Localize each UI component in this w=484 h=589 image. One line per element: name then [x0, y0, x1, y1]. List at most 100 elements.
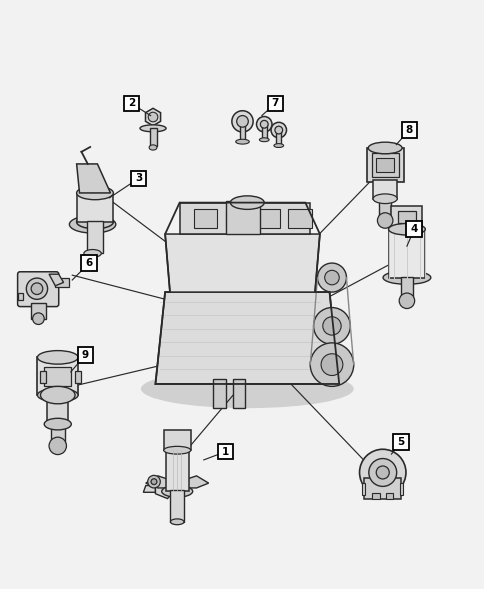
Bar — [400, 277, 412, 301]
Bar — [366, 148, 403, 182]
FancyBboxPatch shape — [393, 434, 408, 450]
Ellipse shape — [149, 145, 157, 150]
Circle shape — [320, 354, 342, 376]
Ellipse shape — [69, 216, 116, 233]
Bar — [288, 209, 311, 229]
Text: 4: 4 — [409, 224, 417, 234]
Circle shape — [377, 213, 392, 229]
Bar — [179, 203, 310, 234]
FancyBboxPatch shape — [123, 96, 139, 111]
Bar — [213, 379, 225, 408]
Ellipse shape — [230, 196, 264, 209]
Circle shape — [322, 317, 340, 335]
FancyBboxPatch shape — [401, 123, 416, 138]
Ellipse shape — [140, 125, 166, 132]
Bar — [371, 153, 398, 177]
Bar — [17, 293, 23, 300]
Circle shape — [256, 117, 272, 132]
Polygon shape — [145, 108, 160, 125]
Text: 3: 3 — [135, 173, 142, 183]
Ellipse shape — [388, 223, 424, 235]
Bar — [55, 277, 69, 287]
Bar — [232, 379, 244, 408]
Bar — [385, 493, 393, 498]
Circle shape — [310, 343, 353, 386]
Ellipse shape — [382, 271, 430, 284]
Ellipse shape — [37, 388, 78, 402]
Polygon shape — [155, 292, 338, 384]
Polygon shape — [143, 485, 155, 492]
Ellipse shape — [37, 350, 78, 364]
Ellipse shape — [44, 418, 71, 430]
Ellipse shape — [163, 446, 190, 454]
Circle shape — [148, 112, 157, 122]
Bar — [362, 483, 364, 495]
Polygon shape — [76, 164, 110, 193]
Text: 2: 2 — [127, 98, 135, 108]
Circle shape — [313, 307, 349, 345]
FancyBboxPatch shape — [406, 221, 421, 237]
Bar — [363, 478, 400, 498]
Ellipse shape — [141, 369, 353, 408]
Polygon shape — [49, 274, 63, 286]
Ellipse shape — [84, 250, 101, 257]
Circle shape — [368, 459, 396, 487]
Bar — [87, 220, 103, 253]
Bar — [165, 450, 188, 491]
Bar — [37, 358, 78, 395]
Bar — [397, 211, 415, 223]
Polygon shape — [165, 234, 319, 292]
Circle shape — [236, 115, 248, 127]
Polygon shape — [388, 229, 424, 277]
Bar — [31, 303, 45, 319]
Polygon shape — [155, 482, 177, 498]
Bar — [149, 128, 156, 145]
Ellipse shape — [161, 485, 192, 497]
Bar — [391, 206, 422, 229]
FancyBboxPatch shape — [131, 171, 146, 186]
Ellipse shape — [372, 194, 396, 204]
Circle shape — [271, 123, 286, 138]
FancyBboxPatch shape — [267, 96, 283, 111]
Circle shape — [231, 111, 253, 132]
Bar — [170, 491, 183, 522]
Ellipse shape — [40, 386, 75, 404]
Bar — [40, 371, 46, 383]
Bar — [44, 367, 71, 386]
Circle shape — [359, 449, 405, 496]
Bar — [75, 371, 81, 383]
Text: 7: 7 — [271, 98, 278, 108]
Text: 1: 1 — [222, 446, 229, 456]
Ellipse shape — [235, 139, 249, 144]
Circle shape — [324, 270, 338, 285]
Bar — [225, 209, 248, 229]
Bar — [276, 129, 281, 145]
Polygon shape — [146, 476, 172, 488]
Bar — [376, 158, 393, 172]
Bar — [225, 201, 260, 234]
FancyBboxPatch shape — [217, 444, 233, 459]
Ellipse shape — [273, 144, 283, 147]
Circle shape — [398, 293, 414, 309]
Bar — [239, 120, 245, 142]
Ellipse shape — [76, 215, 113, 229]
Bar — [163, 430, 190, 450]
Bar — [257, 209, 280, 229]
Circle shape — [31, 283, 43, 294]
Bar — [378, 197, 390, 220]
Circle shape — [274, 126, 282, 134]
Circle shape — [26, 278, 47, 299]
Text: 6: 6 — [85, 258, 92, 268]
Circle shape — [32, 313, 44, 325]
Text: 8: 8 — [405, 125, 412, 135]
Ellipse shape — [259, 138, 269, 142]
Circle shape — [49, 437, 66, 455]
Ellipse shape — [76, 186, 113, 200]
Ellipse shape — [367, 142, 401, 154]
Circle shape — [151, 479, 157, 485]
FancyBboxPatch shape — [17, 272, 59, 307]
Bar — [261, 123, 266, 140]
Text: 5: 5 — [397, 437, 404, 447]
Bar — [399, 483, 402, 495]
Bar — [372, 180, 396, 198]
